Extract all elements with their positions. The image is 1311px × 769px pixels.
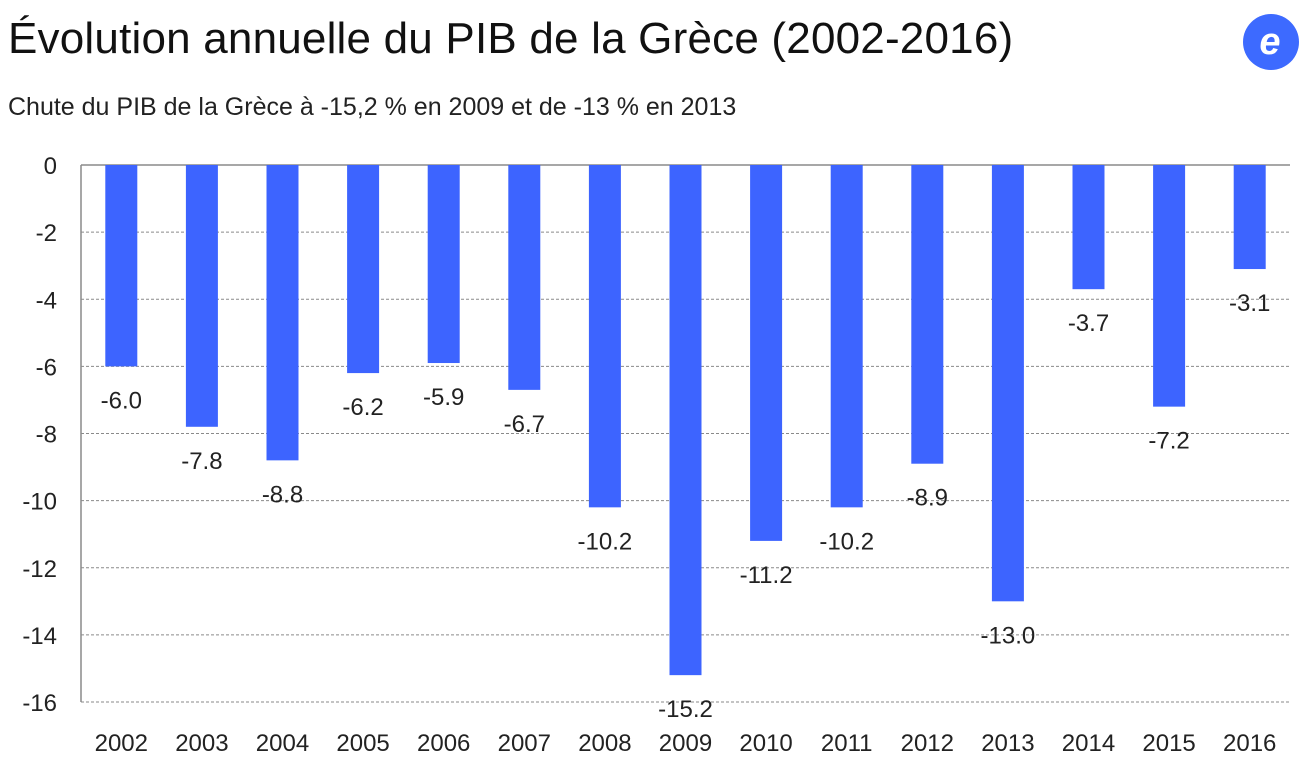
- y-tick-label: -14: [22, 623, 57, 650]
- y-tick-label: -8: [36, 422, 57, 449]
- data-label: -13.0: [981, 622, 1036, 649]
- page-subtitle: Chute du PIB de la Grèce à -15,2 % en 20…: [8, 93, 737, 121]
- y-tick-label: -16: [22, 690, 57, 717]
- data-label: -10.2: [578, 528, 633, 555]
- x-tick-label: 2012: [901, 730, 954, 757]
- data-label: -6.0: [101, 387, 142, 414]
- x-tick-label: 2002: [95, 730, 148, 757]
- y-tick-label: -12: [22, 556, 57, 583]
- x-tick-label: 2010: [739, 730, 792, 757]
- x-tick-label: 2016: [1223, 730, 1276, 757]
- y-tick-label: -4: [36, 287, 57, 314]
- data-label: -6.7: [504, 411, 545, 438]
- y-tick-label: 0: [44, 153, 57, 180]
- bar: [1153, 165, 1186, 407]
- bar: [266, 165, 299, 461]
- data-label: -11.2: [740, 562, 793, 589]
- e-logo-icon[interactable]: e: [1243, 14, 1299, 70]
- bar: [991, 165, 1024, 602]
- data-label: -10.2: [819, 528, 874, 555]
- x-tick-label: 2003: [175, 730, 228, 757]
- data-label: -3.1: [1229, 290, 1270, 317]
- x-tick-label: 2008: [578, 730, 631, 757]
- x-tick-label: 2004: [256, 730, 309, 757]
- data-label: -15.2: [658, 696, 713, 723]
- x-tick-label: 2014: [1062, 730, 1115, 757]
- logo-circle: [1243, 14, 1299, 70]
- data-label: -6.2: [342, 394, 383, 421]
- bar: [347, 165, 380, 374]
- bar: [669, 165, 702, 676]
- bar: [185, 165, 218, 427]
- logo-letter: e: [1259, 21, 1280, 63]
- bar: [1233, 165, 1266, 270]
- y-tick-label: -10: [22, 489, 57, 516]
- data-label: -8.9: [907, 485, 948, 512]
- bar: [750, 165, 783, 541]
- bar: [105, 165, 138, 367]
- bar: [1072, 165, 1105, 290]
- x-tick-label: 2007: [498, 730, 551, 757]
- x-tick-label: 2011: [821, 730, 873, 757]
- data-label: -7.2: [1148, 428, 1189, 455]
- data-label: -5.9: [423, 384, 464, 411]
- bar: [911, 165, 944, 464]
- x-tick-label: 2005: [336, 730, 389, 757]
- bar: [588, 165, 621, 508]
- data-label: -7.8: [181, 448, 222, 475]
- bar: [830, 165, 863, 508]
- bar: [508, 165, 541, 390]
- y-tick-label: -2: [36, 220, 57, 247]
- page-title: Évolution annuelle du PIB de la Grèce (2…: [8, 14, 1014, 63]
- y-tick-label: -6: [36, 354, 57, 381]
- x-tick-label: 2015: [1142, 730, 1195, 757]
- x-tick-label: 2006: [417, 730, 470, 757]
- bar: [427, 165, 460, 364]
- data-label: -3.7: [1068, 310, 1109, 337]
- x-tick-label: 2009: [659, 730, 712, 757]
- data-label: -8.8: [262, 481, 303, 508]
- x-tick-label: 2013: [981, 730, 1034, 757]
